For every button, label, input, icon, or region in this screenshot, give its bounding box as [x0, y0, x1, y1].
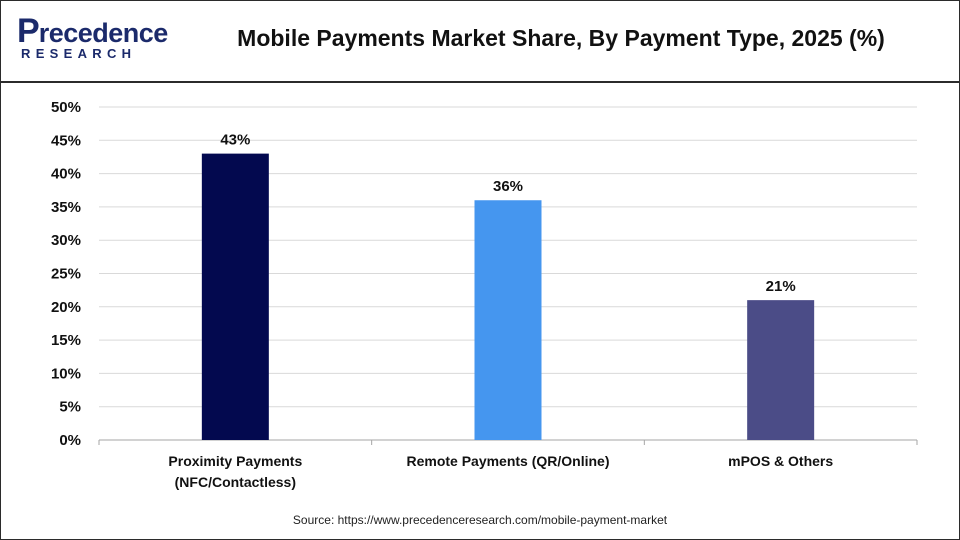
logo-bottom-text: RESEARCH: [21, 46, 137, 61]
x-tick-label: mPOS & Others: [728, 453, 833, 469]
source-note: Source: https://www.precedenceresearch.c…: [292, 513, 668, 527]
y-tick-label: 30%: [51, 232, 81, 249]
y-tick-label: 5%: [59, 399, 81, 416]
y-tick-label: 15%: [51, 332, 81, 349]
logo-p-letter: P: [17, 12, 40, 50]
y-tick-label: 40%: [51, 166, 81, 183]
y-tick-label: 50%: [51, 99, 81, 116]
bar: [201, 153, 269, 440]
data-label: 36%: [493, 178, 523, 195]
bar-chart: 0% 5% 10% 15% 20% 25% 30% 35% 40% 45% 50% 43% Proxim…: [51, 99, 918, 490]
header: Precedence RESEARCH Mobile Payments Mark…: [1, 1, 959, 81]
y-tick-label: 35%: [51, 199, 81, 216]
y-tick-label: 0%: [59, 432, 81, 449]
y-tick-label: 20%: [51, 299, 81, 316]
x-tick-label: Proximity Payments: [168, 453, 302, 469]
y-tick-label: 10%: [51, 365, 81, 382]
x-tick-label: (NFC/Contactless): [175, 474, 296, 490]
y-tick-label: 45%: [51, 132, 81, 149]
logo-wordmark: Precedence: [17, 12, 169, 50]
data-label: 21%: [766, 278, 796, 295]
x-tick-label: Remote Payments (QR/Online): [406, 453, 609, 469]
data-label: 43%: [220, 132, 250, 149]
bar: [474, 200, 542, 440]
chart-title: Mobile Payments Market Share, By Payment…: [237, 25, 885, 51]
precedence-research-logo: Precedence RESEARCH: [17, 12, 169, 67]
header-divider: [1, 81, 959, 83]
bar: [747, 300, 815, 440]
y-tick-label: 25%: [51, 266, 81, 283]
logo-top-text: recedence: [38, 18, 169, 48]
